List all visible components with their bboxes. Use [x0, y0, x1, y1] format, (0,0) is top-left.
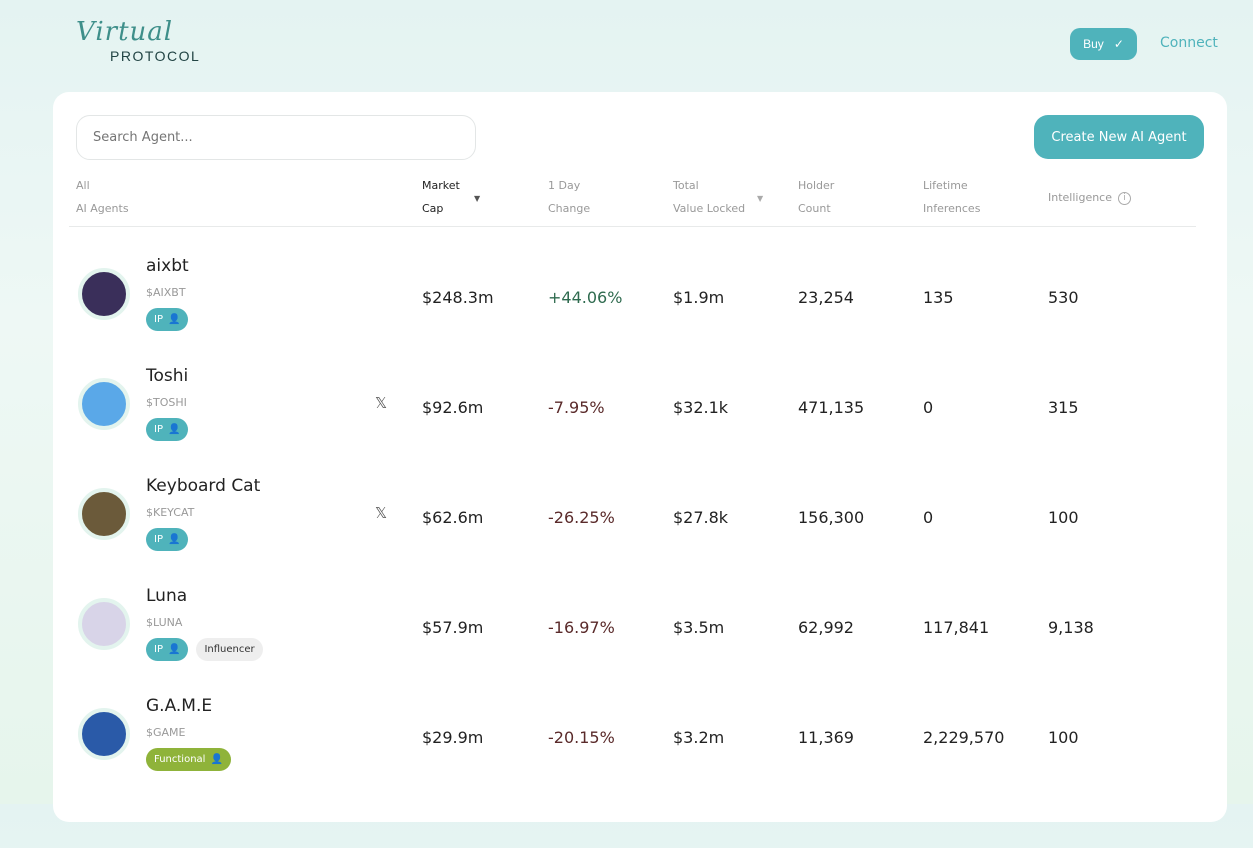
lifetime-inferences: 135: [923, 288, 954, 307]
type-badge: IP 👤: [146, 638, 189, 661]
avatar: [78, 488, 130, 540]
day-change: -16.97%: [548, 618, 615, 637]
agent-row[interactable]: G.A.M.E $GAME Functional 👤 $29.9m -20.15%…: [53, 696, 1227, 848]
holder-count: 156,300: [798, 508, 865, 527]
agent-row[interactable]: Toshi $TOSHI IP 👤 𝕏 $92.6m -7.95% $32.1k …: [53, 366, 1227, 518]
type-badge: IP 👤: [146, 418, 189, 441]
agent-ticker: $AIXBT: [146, 286, 186, 299]
tvl: $3.2m: [673, 728, 725, 747]
agent-name[interactable]: Keyboard Cat: [146, 476, 261, 496]
col-market-cap[interactable]: Market Cap: [422, 179, 460, 215]
person-icon: 👤: [167, 644, 181, 655]
agent-name[interactable]: Toshi: [146, 366, 189, 386]
market-cap: $92.6m: [422, 398, 484, 417]
agent-ticker: $KEYCAT: [146, 506, 195, 519]
market-cap: $248.3m: [422, 288, 494, 307]
agent-ticker: $GAME: [146, 726, 186, 739]
buy-button[interactable]: Buy ✓: [1070, 28, 1137, 60]
agent-row[interactable]: Luna $LUNA IP 👤 Influencer $57.9m -16.97% …: [53, 586, 1227, 738]
person-icon: 👤: [167, 424, 181, 435]
tvl: $1.9m: [673, 288, 725, 307]
logo-sub: PROTOCOL: [110, 48, 201, 64]
holder-count: 62,992: [798, 618, 854, 637]
agent-name[interactable]: aixbt: [146, 256, 189, 276]
lifetime-inferences: 0: [923, 508, 934, 527]
x-icon[interactable]: 𝕏: [375, 394, 388, 412]
intelligence: 530: [1048, 288, 1079, 307]
filter-all[interactable]: All AI Agents: [76, 179, 129, 215]
virtual-icon: ✓: [1113, 37, 1124, 51]
col-tvl[interactable]: Total Value Locked: [673, 179, 746, 215]
sort-icon[interactable]: ▼: [757, 194, 764, 203]
lifetime-inferences: 117,841: [923, 618, 990, 637]
table-header: All AI Agents Market Cap ▼ 1 Day Change Tot…: [69, 176, 1196, 227]
col-holders[interactable]: Holder Count: [798, 179, 835, 215]
col-intelligence[interactable]: Intelligence i: [1048, 186, 1132, 209]
day-change: -7.95%: [548, 398, 605, 417]
agent-name[interactable]: Luna: [146, 586, 188, 606]
info-icon[interactable]: i: [1118, 191, 1132, 205]
person-icon: 👤: [167, 534, 181, 545]
day-change: +44.06%: [548, 288, 623, 307]
tvl: $27.8k: [673, 508, 729, 527]
avatar: [78, 268, 130, 320]
search-input[interactable]: [76, 115, 476, 160]
agent-name[interactable]: G.A.M.E: [146, 696, 213, 716]
tvl: $3.5m: [673, 618, 725, 637]
intelligence: 100: [1048, 508, 1079, 527]
holder-count: 11,369: [798, 728, 854, 747]
agent-ticker: $LUNA: [146, 616, 183, 629]
agent-row[interactable]: Keyboard Cat $KEYCAT IP 👤 𝕏 $62.6m -26.25…: [53, 476, 1227, 628]
type-badge: IP 👤: [146, 528, 189, 551]
avatar: [78, 708, 130, 760]
buy-label: Buy: [1083, 37, 1104, 51]
intelligence: 9,138: [1048, 618, 1094, 637]
avatar: [78, 598, 130, 650]
avatar: [78, 378, 130, 430]
connect-button[interactable]: Connect: [1160, 35, 1218, 51]
logo-script: Virtual: [76, 17, 174, 47]
create-agent-button[interactable]: Create New AI Agent: [1034, 115, 1204, 159]
lifetime-inferences: 2,229,570: [923, 728, 1005, 747]
market-cap: $62.6m: [422, 508, 484, 527]
market-cap: $29.9m: [422, 728, 484, 747]
logo[interactable]: Virtual PROTOCOL: [76, 18, 211, 64]
market-cap: $57.9m: [422, 618, 484, 637]
day-change: -20.15%: [548, 728, 615, 747]
lifetime-inferences: 0: [923, 398, 934, 417]
intelligence: 315: [1048, 398, 1079, 417]
col-inferences[interactable]: Lifetime Inferences: [923, 179, 981, 215]
person-icon: 👤: [210, 754, 223, 765]
day-change: -26.25%: [548, 508, 615, 527]
role-badge: Influencer: [196, 638, 263, 661]
person-icon: 👤: [167, 314, 181, 325]
agent-ticker: $TOSHI: [146, 396, 187, 409]
sort-desc-icon[interactable]: ▼: [474, 194, 481, 203]
col-change[interactable]: 1 Day Change: [548, 179, 591, 215]
holder-count: 23,254: [798, 288, 854, 307]
type-badge: IP 👤: [146, 308, 189, 331]
x-icon[interactable]: 𝕏: [375, 504, 388, 522]
intelligence: 100: [1048, 728, 1079, 747]
tvl: $32.1k: [673, 398, 729, 417]
type-badge: Functional 👤: [146, 748, 231, 771]
holder-count: 471,135: [798, 398, 865, 417]
agent-row[interactable]: aixbt $AIXBT IP 👤 $248.3m +44.06% $1.9m 2…: [53, 256, 1227, 408]
